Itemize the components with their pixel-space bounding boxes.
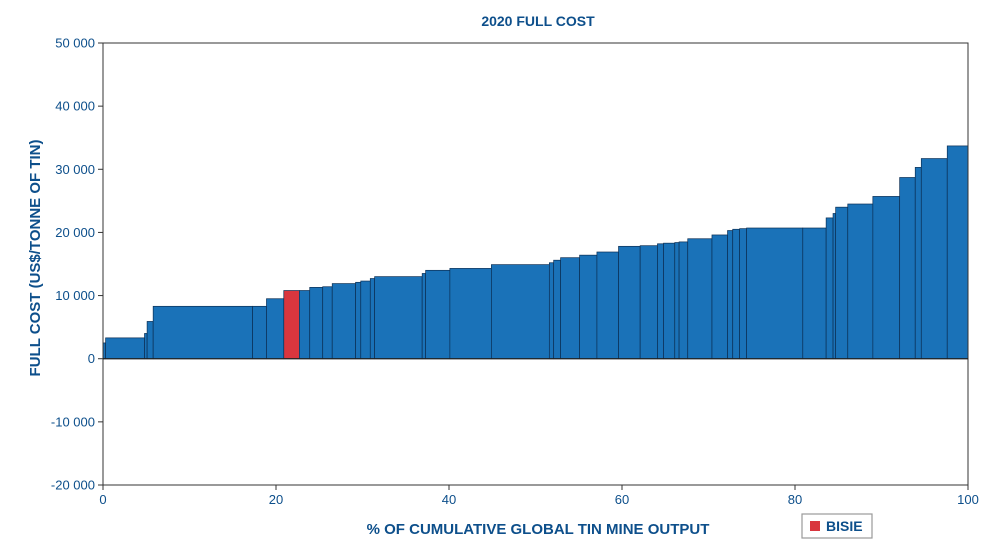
- legend-label-bisie: BISIE: [826, 518, 863, 534]
- x-tick-label: 80: [788, 492, 802, 507]
- bar-45: [920, 158, 948, 360]
- bar-2: [144, 333, 148, 360]
- y-tick-label: 10 000: [55, 288, 95, 303]
- bar-27: [657, 243, 664, 360]
- bar-10: [322, 286, 333, 360]
- bar-42: [872, 196, 901, 360]
- legend-swatch-bisie: [810, 521, 820, 531]
- bar-bisie: [283, 290, 300, 360]
- bar-35: [739, 228, 747, 360]
- y-tick-label: 0: [88, 351, 95, 366]
- y-tick-label: 20 000: [55, 225, 95, 240]
- bar-11: [331, 283, 356, 360]
- bar-6: [266, 298, 285, 360]
- bar-13: [360, 280, 371, 360]
- chart-title: 2020 FULL COST: [481, 13, 595, 29]
- bar-20: [548, 262, 555, 360]
- x-tick-label: 0: [99, 492, 106, 507]
- bar-39: [832, 213, 837, 360]
- bar-41: [847, 203, 874, 360]
- bar-34: [732, 228, 740, 360]
- bar-37: [802, 227, 827, 360]
- y-axis-label: FULL COST (US$/TONNE OF TIN): [27, 140, 44, 377]
- x-tick-label: 20: [269, 492, 283, 507]
- legend: BISIE: [801, 513, 873, 539]
- bar-30: [678, 241, 689, 360]
- bar-14: [369, 278, 375, 360]
- bar-29: [674, 242, 680, 360]
- bar-46: [946, 145, 969, 360]
- bar-44: [914, 167, 922, 360]
- bar-33: [727, 230, 734, 360]
- bars-layer: [102, 145, 969, 360]
- bar-17: [425, 269, 451, 360]
- bar-40: [835, 206, 849, 360]
- bar-25: [618, 245, 641, 360]
- bar-19: [491, 264, 550, 360]
- axes-layer: [102, 42, 969, 486]
- bar-3: [146, 321, 154, 360]
- bar-9: [309, 287, 324, 360]
- x-tick-label: 40: [442, 492, 456, 507]
- bar-21: [553, 259, 561, 360]
- bar-22: [560, 257, 580, 360]
- plot-frame: [102, 42, 969, 486]
- bar-43: [899, 177, 916, 360]
- bar-24: [596, 251, 619, 360]
- y-tick-label: -10 000: [51, 414, 95, 429]
- y-tick-label: 40 000: [55, 99, 95, 114]
- bar-1: [105, 337, 145, 360]
- x-tick-label: 60: [615, 492, 629, 507]
- bar-36: [746, 227, 804, 360]
- bar-16: [421, 273, 426, 360]
- y-tick-label: -20 000: [51, 478, 95, 493]
- bar-4: [152, 305, 253, 360]
- bar-32: [711, 234, 728, 360]
- bar-18: [449, 268, 492, 360]
- bar-38: [825, 217, 834, 360]
- bar-12: [355, 281, 362, 360]
- bar-26: [639, 245, 658, 360]
- ticks-layer: 50 000 40 000 30 000 20 000 10 000 0 -10 000 -2…: [51, 36, 979, 508]
- x-axis-label: % OF CUMULATIVE GLOBAL TIN MINE OUTPUT: [367, 521, 710, 538]
- bar-15: [374, 276, 423, 360]
- bar-31: [687, 238, 713, 360]
- y-tick-label: 30 000: [55, 162, 95, 177]
- bar-28: [663, 242, 676, 360]
- bar-8: [299, 290, 311, 360]
- y-tick-label: 50 000: [55, 36, 95, 51]
- x-tick-label: 100: [957, 492, 979, 507]
- bar-5: [252, 305, 267, 360]
- bar-23: [579, 254, 598, 360]
